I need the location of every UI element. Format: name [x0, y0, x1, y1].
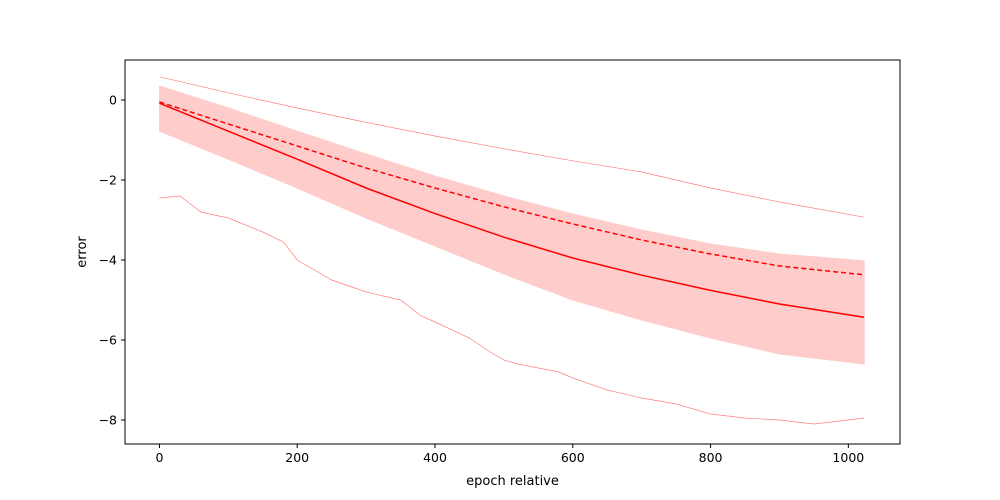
x-tick-label: 400	[423, 450, 447, 465]
plot-area	[158, 76, 865, 425]
axes-frame	[124, 59, 901, 445]
series-upper-thin-line	[159, 76, 865, 218]
axis-ticks: 0 200 400 600 800 1000 0 −2 −4 −6 −8	[99, 93, 865, 466]
y-tick-label: −4	[99, 253, 117, 268]
x-tick-label: 0	[155, 450, 163, 465]
x-axis-label: epoch relative	[466, 474, 559, 489]
series-dashed-line	[159, 101, 865, 276]
y-tick-label: −2	[99, 173, 117, 188]
confidence-band	[158, 85, 865, 365]
x-tick-label: 1000	[832, 450, 864, 465]
series-lower-thin-line	[159, 195, 865, 425]
y-axis-label: error	[75, 236, 90, 268]
x-tick-label: 200	[285, 450, 309, 465]
x-tick-label: 600	[561, 450, 585, 465]
y-tick-label: 0	[109, 93, 117, 108]
y-tick-label: −8	[99, 413, 117, 428]
y-tick-label: −6	[99, 333, 117, 348]
series-mean-line	[159, 102, 865, 318]
x-tick-label: 800	[699, 450, 723, 465]
